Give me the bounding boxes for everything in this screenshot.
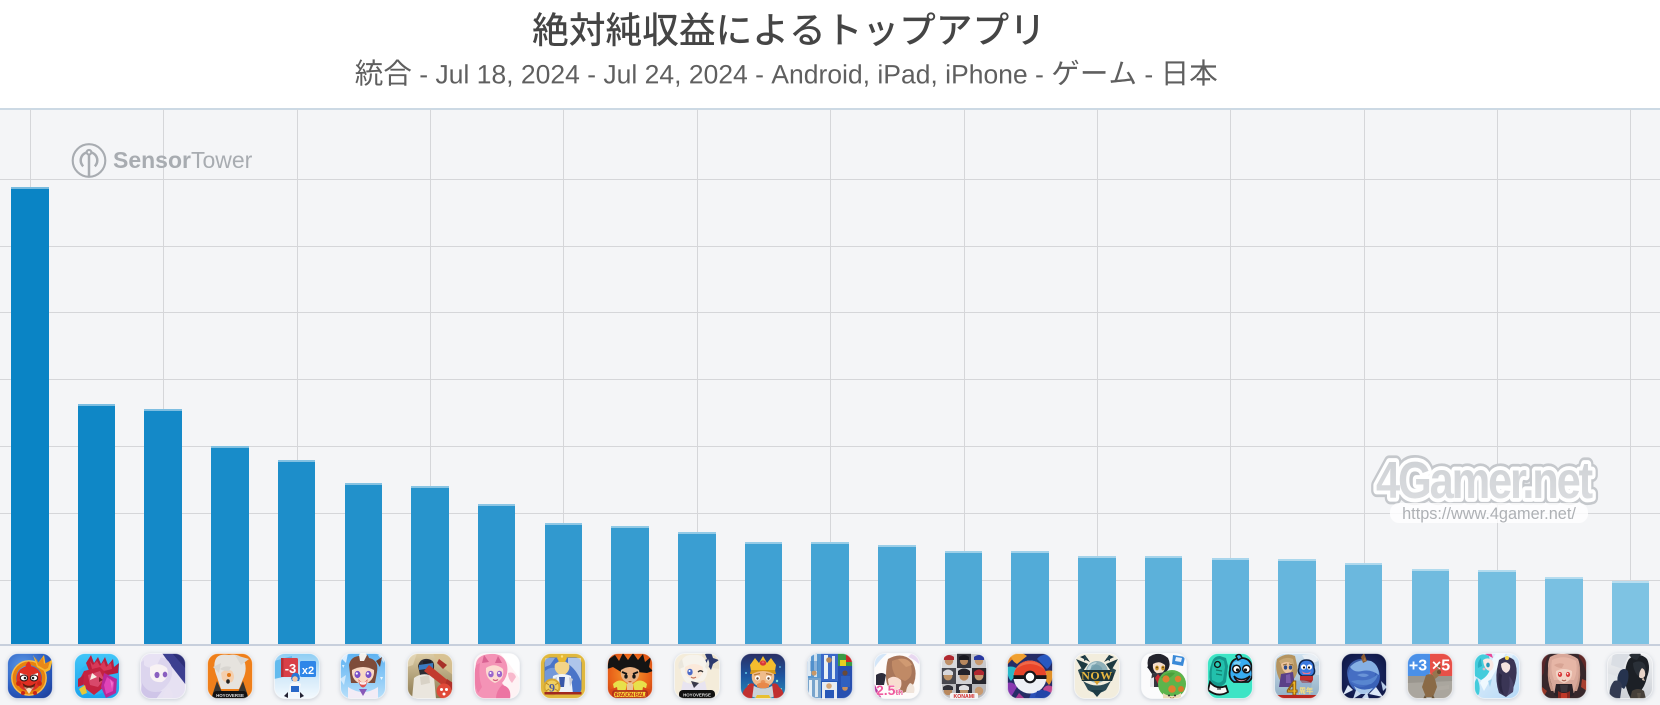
svg-text:4Gamer.net: 4Gamer.net bbox=[1376, 452, 1593, 510]
svg-text:https://www.4gamer.net/: https://www.4gamer.net/ bbox=[1402, 505, 1576, 523]
svg-text:HOYOVERSE: HOYOVERSE bbox=[216, 693, 244, 698]
svg-text:HOYOVERSE: HOYOVERSE bbox=[683, 692, 711, 697]
svg-text:+3: +3 bbox=[1409, 657, 1427, 674]
svg-text:-3: -3 bbox=[284, 661, 296, 676]
svg-text:KONAMI: KONAMI bbox=[953, 694, 975, 699]
svg-text:DRAGON BALL: DRAGON BALL bbox=[612, 692, 648, 698]
svg-text:SensorTower: SensorTower bbox=[113, 147, 253, 173]
svg-text:x2: x2 bbox=[301, 665, 313, 677]
svg-text:9: 9 bbox=[549, 680, 555, 694]
svg-text:周年: 周年 bbox=[1299, 686, 1313, 695]
svg-text:NOW: NOW bbox=[1081, 668, 1113, 682]
svg-text:4: 4 bbox=[1287, 676, 1298, 699]
